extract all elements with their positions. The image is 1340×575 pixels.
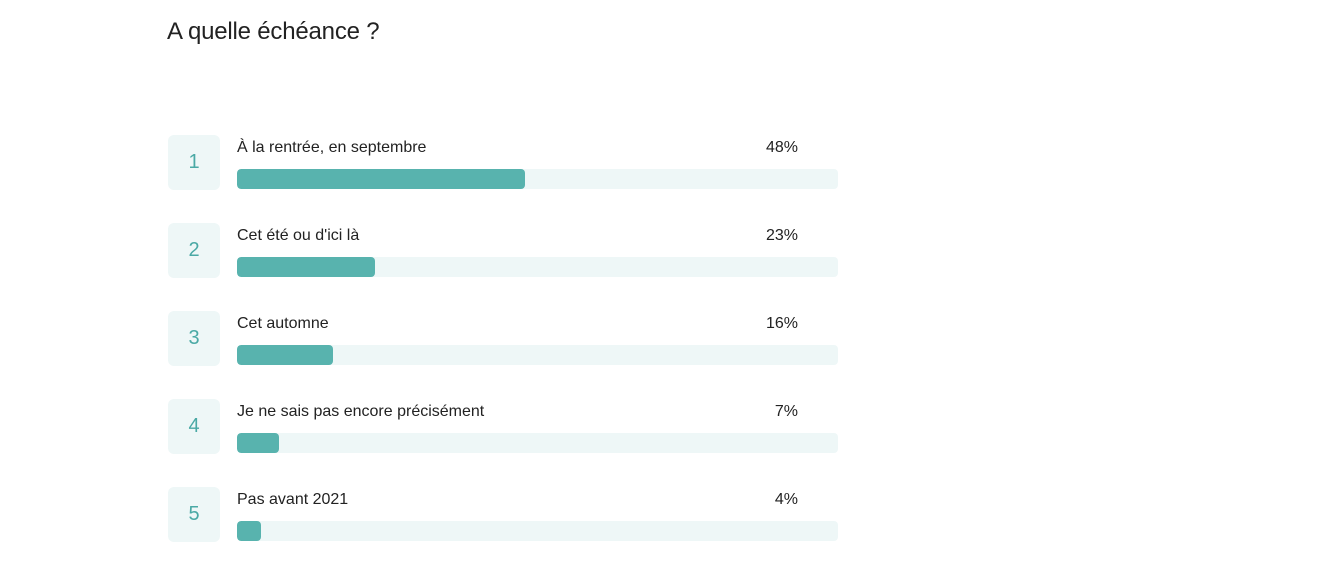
question-title: A quelle échéance ? xyxy=(167,18,380,45)
rank-badge: 1 xyxy=(168,135,220,190)
rank-badge: 4 xyxy=(168,399,220,454)
answer-row-4: 4 Je ne sais pas encore précisément 7% xyxy=(168,399,848,454)
answer-row-5: 5 Pas avant 2021 4% xyxy=(168,487,848,542)
answer-percent: 7% xyxy=(774,403,798,420)
answer-label: Cet automne xyxy=(237,315,329,332)
answer-percent: 16% xyxy=(765,315,798,332)
answer-list: 1 À la rentrée, en septembre 48% 2 Cet é… xyxy=(168,135,848,575)
rank-badge: 3 xyxy=(168,311,220,366)
answer-label: À la rentrée, en septembre xyxy=(237,139,427,156)
rank-badge: 5 xyxy=(168,487,220,542)
bar-fill xyxy=(237,433,280,453)
bar-track xyxy=(237,345,838,365)
bar-track xyxy=(237,433,838,453)
bar-fill xyxy=(237,521,262,541)
answer-percent: 23% xyxy=(765,227,798,244)
answer-row-3: 3 Cet automne 16% xyxy=(168,311,848,366)
answer-label: Je ne sais pas encore précisément xyxy=(237,403,485,420)
bar-fill xyxy=(237,345,334,365)
bar-fill xyxy=(237,169,526,189)
answer-label: Cet été ou d'ici là xyxy=(237,227,360,244)
bar-track xyxy=(237,521,838,541)
bar-fill xyxy=(237,257,376,277)
answer-row-2: 2 Cet été ou d'ici là 23% xyxy=(168,223,848,278)
rank-badge: 2 xyxy=(168,223,220,278)
answer-percent: 48% xyxy=(765,139,798,156)
bar-track xyxy=(237,257,838,277)
answer-label: Pas avant 2021 xyxy=(237,491,349,508)
answer-row-1: 1 À la rentrée, en septembre 48% xyxy=(168,135,848,190)
bar-track xyxy=(237,169,838,189)
answer-percent: 4% xyxy=(774,491,798,508)
